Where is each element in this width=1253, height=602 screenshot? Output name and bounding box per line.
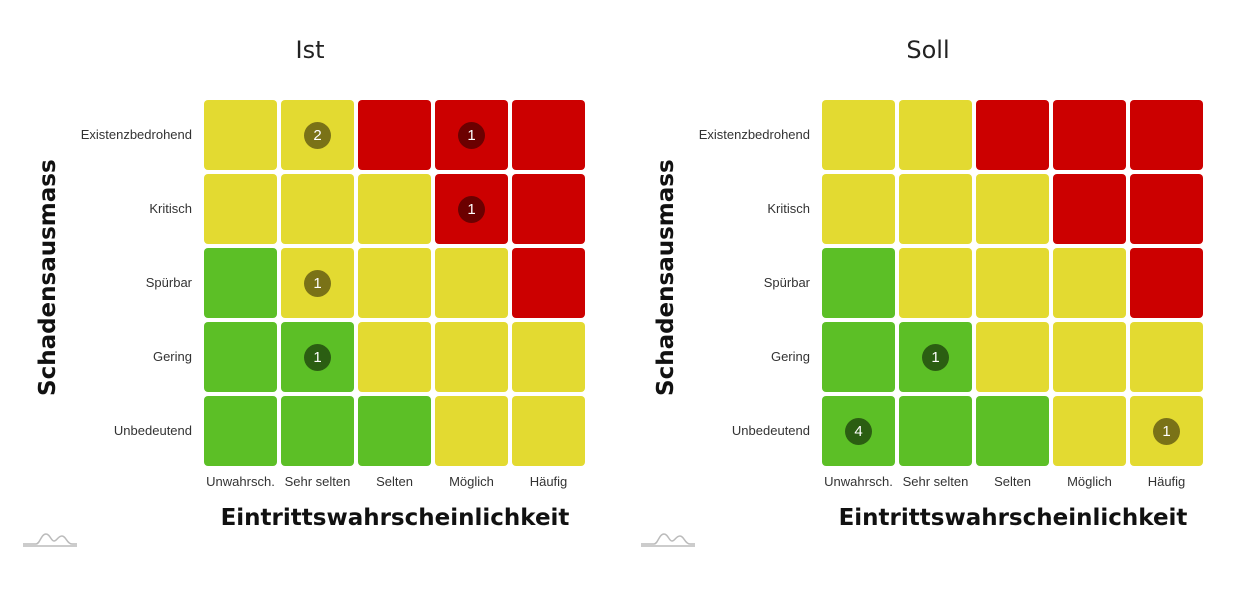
x-tick-label: Selten: [376, 474, 413, 489]
y-tick-label: Spürbar: [145, 275, 192, 290]
chart-title: Ist: [295, 36, 325, 64]
matrix-cell-yellow: [976, 322, 1049, 392]
count-badge: 1: [304, 269, 331, 297]
matrix-cell-yellow: [358, 174, 431, 244]
count-badge: 2: [304, 121, 331, 149]
matrix-cell-yellow: [204, 100, 277, 170]
matrix-cell-red: [512, 100, 585, 170]
matrix-cell-red: [512, 174, 585, 244]
mountain-logo-icon: [641, 533, 695, 547]
matrix-cell-yellow: [204, 174, 277, 244]
y-axis-label: Schadensausmass: [35, 159, 61, 396]
matrix-cell-yellow: [358, 248, 431, 318]
matrix-cell-yellow: [435, 396, 508, 466]
x-axis-label: Eintrittswahrscheinlichkeit: [220, 505, 570, 531]
x-axis-label: Eintrittswahrscheinlichkeit: [838, 505, 1188, 531]
matrix-cell-yellow: [358, 322, 431, 392]
matrix-cell-green: [204, 396, 277, 466]
matrix-cell-red: [1130, 248, 1203, 318]
matrix-cell-green: [899, 396, 972, 466]
matrix-cell-yellow: [281, 174, 354, 244]
matrix-panel-ist: Ist Schadensausmass Eintrittswahrscheinl…: [0, 0, 620, 602]
matrix-cell-green: [281, 396, 354, 466]
matrix-cell-red: [1130, 174, 1203, 244]
y-tick-label: Unbedeutend: [113, 423, 192, 438]
x-tick-label: Sehr selten: [284, 474, 351, 489]
matrix-cell-yellow: [976, 248, 1049, 318]
matrix-cell-yellow: [512, 396, 585, 466]
x-tick-label: Unwahrsch.: [206, 474, 275, 489]
y-tick-label: Kritisch: [149, 201, 192, 216]
x-tick-label: Unwahrsch.: [824, 474, 893, 489]
count-badge: 1: [1153, 417, 1180, 445]
matrix-cell-green: [822, 248, 895, 318]
y-tick-label: Gering: [152, 349, 192, 364]
y-tick-label: Gering: [770, 349, 810, 364]
count-badge: 1: [304, 343, 331, 371]
matrix-cell-red: [1130, 100, 1203, 170]
matrix-cell-red: [1053, 174, 1126, 244]
matrix-cell-yellow: [1053, 248, 1126, 318]
matrix-cell-red: [1053, 100, 1126, 170]
matrix-cell-green: [204, 322, 277, 392]
y-tick-label: Kritisch: [767, 201, 810, 216]
matrix-cell-yellow: [435, 322, 508, 392]
y-tick-label: Existenzbedrohend: [80, 127, 192, 142]
count-badge: 4: [845, 417, 872, 445]
y-tick-label: Existenzbedrohend: [698, 127, 810, 142]
matrix-cell-red: [358, 100, 431, 170]
matrix-panel-soll: Soll Schadensausmass Eintrittswahrschein…: [618, 0, 1238, 602]
matrix-cell-yellow: [976, 174, 1049, 244]
matrix-cell-yellow: [1053, 396, 1126, 466]
matrix-cell-yellow: [1053, 322, 1126, 392]
matrix-cell-red: [976, 100, 1049, 170]
matrix-cell-yellow: [822, 174, 895, 244]
count-badge: 1: [922, 343, 949, 371]
count-badge: 1: [458, 121, 485, 149]
matrix-cell-yellow: [899, 248, 972, 318]
matrix-cell-green: [822, 322, 895, 392]
y-tick-label: Unbedeutend: [731, 423, 810, 438]
mountain-logo-icon: [23, 533, 77, 547]
x-tick-label: Selten: [994, 474, 1031, 489]
chart-title: Soll: [906, 36, 950, 64]
matrix-cell-yellow: [899, 174, 972, 244]
matrix-cell-yellow: [435, 248, 508, 318]
matrix-cell-green: [204, 248, 277, 318]
x-tick-label: Häufig: [529, 474, 568, 489]
matrix-cell-green: [976, 396, 1049, 466]
x-tick-label: Möglich: [1067, 474, 1112, 489]
x-tick-label: Möglich: [449, 474, 494, 489]
count-badge: 1: [458, 195, 485, 223]
matrix-cell-yellow: [899, 100, 972, 170]
matrix-cell-yellow: [822, 100, 895, 170]
matrix-cell-yellow: [512, 322, 585, 392]
x-tick-label: Sehr selten: [902, 474, 969, 489]
matrix-cell-yellow: [1130, 322, 1203, 392]
x-tick-label: Häufig: [1147, 474, 1186, 489]
matrix-cell-red: [512, 248, 585, 318]
y-axis-label: Schadensausmass: [653, 159, 679, 396]
matrix-cell-green: [358, 396, 431, 466]
y-tick-label: Spürbar: [763, 275, 810, 290]
